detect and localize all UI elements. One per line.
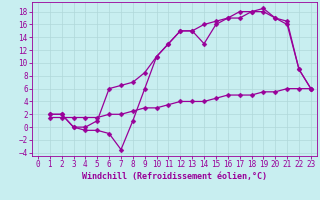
X-axis label: Windchill (Refroidissement éolien,°C): Windchill (Refroidissement éolien,°C)	[82, 172, 267, 181]
